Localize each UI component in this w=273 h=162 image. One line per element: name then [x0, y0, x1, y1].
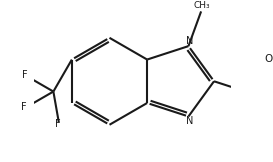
Text: F: F: [55, 119, 61, 129]
Text: F: F: [21, 102, 27, 112]
Text: N: N: [186, 36, 194, 46]
Text: N: N: [186, 116, 194, 126]
Text: O: O: [265, 54, 273, 64]
Text: CH₃: CH₃: [193, 0, 210, 10]
Text: F: F: [22, 70, 28, 80]
